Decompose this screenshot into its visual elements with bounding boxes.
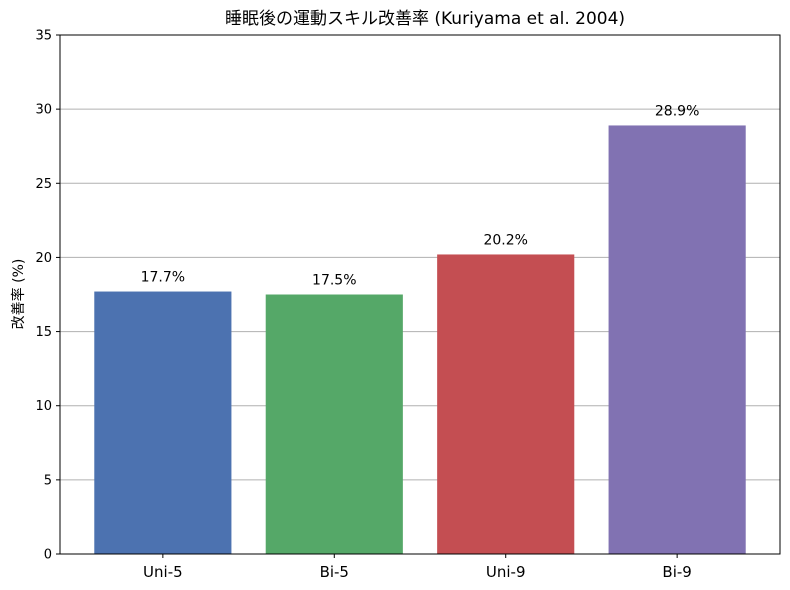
y-tick-label: 35 [35, 29, 52, 44]
y-tick-label: 5 [44, 473, 52, 488]
y-axis-label: 改善率 (%) [10, 259, 27, 330]
bar-uni-9 [437, 254, 575, 554]
plot-frame [59, 34, 781, 555]
data-label: 20.2% [483, 232, 527, 248]
x-tick-label: Bi-9 [662, 563, 691, 581]
data-label: 17.5% [312, 273, 356, 289]
bar-bi-5 [265, 294, 403, 554]
data-label: 28.9% [655, 103, 699, 119]
bar-uni-5 [94, 291, 232, 554]
x-axis-ticks: Uni-5 Bi-5 Uni-9 Bi-9 [143, 554, 692, 581]
y-tick-label: 10 [35, 399, 52, 414]
y-tick-label: 15 [35, 325, 52, 340]
x-tick-label: Bi-5 [320, 563, 349, 581]
data-label: 17.7% [141, 270, 185, 286]
chart-title: 睡眠後の運動スキル改善率 (Kuriyama et al. 2004) [225, 9, 625, 29]
y-tick-label: 25 [35, 177, 52, 192]
x-tick-label: Uni-5 [143, 563, 183, 581]
x-tick-label: Uni-9 [486, 563, 526, 581]
y-axis-ticks: 0 5 10 15 20 25 30 35 [35, 29, 60, 563]
bars: 17.7% 17.5% 20.2% 28.9% [94, 103, 746, 554]
y-tick-label: 0 [44, 548, 52, 563]
bar-bi-9 [608, 125, 746, 554]
y-tick-label: 20 [35, 251, 52, 266]
y-tick-label: 30 [35, 103, 52, 118]
